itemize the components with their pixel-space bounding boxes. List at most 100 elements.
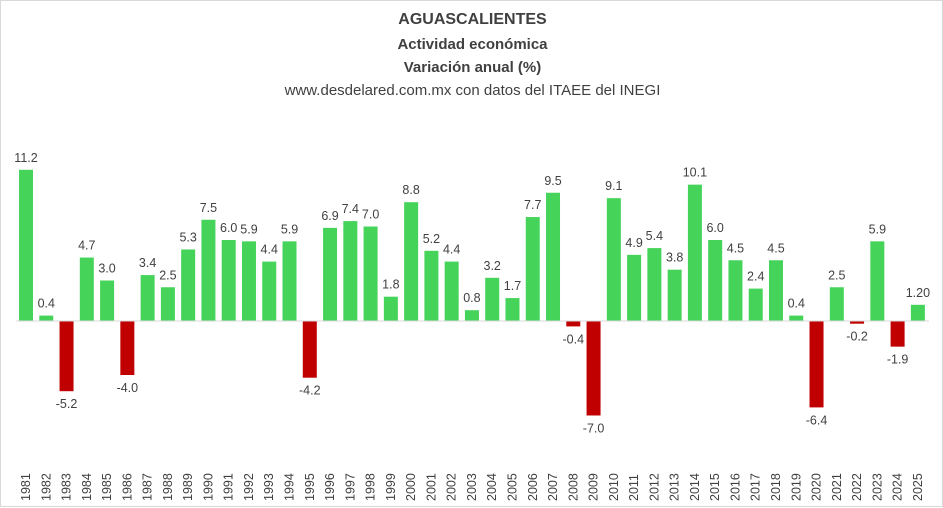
bar-1991 (221, 240, 236, 321)
bar-1996 (323, 227, 338, 321)
bar-2014 (687, 184, 702, 321)
data-label-2018: 4.5 (767, 241, 784, 255)
bar-2013 (667, 269, 682, 321)
x-tick-1989: 1989 (181, 473, 195, 501)
bar-2011 (627, 254, 642, 321)
bar-1998 (363, 226, 378, 321)
data-label-1992: 5.9 (240, 222, 257, 236)
x-tick-2002: 2002 (445, 473, 459, 501)
x-tick-1992: 1992 (242, 473, 256, 501)
bar-2015 (708, 240, 723, 321)
data-label-2025: 1.20 (906, 286, 930, 300)
data-label-2008: -0.4 (563, 332, 585, 346)
bar-1982 (39, 315, 54, 321)
data-label-1990: 7.5 (200, 201, 217, 215)
bar-2002 (444, 261, 459, 321)
data-label-1982: 0.4 (38, 297, 55, 311)
x-tick-1991: 1991 (222, 473, 236, 501)
x-tick-1981: 1981 (19, 473, 33, 501)
bar-1999 (383, 296, 398, 321)
data-label-2001: 5.2 (423, 232, 440, 246)
bar-2005 (505, 298, 520, 321)
data-label-2003: 0.8 (463, 291, 480, 305)
x-tick-1982: 1982 (39, 473, 53, 501)
x-tick-2023: 2023 (870, 473, 884, 501)
x-tick-2018: 2018 (769, 473, 783, 501)
data-label-2014: 10.1 (683, 166, 707, 180)
bar-2012 (647, 248, 662, 321)
x-tick-1985: 1985 (100, 473, 114, 501)
data-label-1997: 7.4 (342, 202, 359, 216)
x-tick-2001: 2001 (424, 473, 438, 501)
bar-1985 (100, 280, 115, 321)
x-tick-2014: 2014 (688, 473, 702, 501)
x-tick-2025: 2025 (911, 473, 925, 501)
data-label-1983: -5.2 (56, 397, 78, 411)
bar-1994 (282, 241, 297, 321)
data-label-2005: 1.7 (504, 279, 521, 293)
data-label-2002: 4.4 (443, 243, 460, 257)
x-tick-2016: 2016 (728, 473, 742, 501)
data-label-1984: 4.7 (78, 239, 95, 253)
x-tick-2019: 2019 (789, 473, 803, 501)
bar-1981 (19, 169, 33, 321)
bar-2023 (870, 241, 885, 321)
bar-2021 (829, 287, 844, 321)
x-tick-2012: 2012 (647, 473, 661, 501)
data-label-2017: 2.4 (747, 270, 764, 284)
data-label-1989: 5.3 (179, 230, 196, 244)
x-tick-1994: 1994 (283, 473, 297, 501)
bar-1984 (79, 257, 94, 321)
x-tick-1986: 1986 (120, 473, 134, 501)
x-tick-2006: 2006 (526, 473, 540, 501)
data-label-1993: 4.4 (261, 243, 278, 257)
bar-2017 (748, 288, 763, 321)
x-tick-2000: 2000 (404, 473, 418, 501)
data-label-1991: 6.0 (220, 221, 237, 235)
data-label-1987: 3.4 (139, 256, 156, 270)
x-tick-1993: 1993 (262, 473, 276, 501)
data-label-1981: 11.2 (14, 151, 37, 165)
x-tick-1990: 1990 (201, 473, 215, 501)
bar-2022 (850, 321, 865, 324)
data-label-2007: 9.5 (544, 174, 561, 188)
data-label-2019: 0.4 (788, 297, 805, 311)
data-label-2015: 6.0 (706, 221, 723, 235)
x-tick-1995: 1995 (303, 473, 317, 501)
x-tick-2015: 2015 (708, 473, 722, 501)
x-tick-1998: 1998 (364, 473, 378, 501)
bar-2001 (424, 250, 439, 321)
bar-2009 (586, 321, 601, 416)
bar-1992 (241, 241, 256, 321)
bar-2024 (890, 321, 905, 347)
x-tick-1999: 1999 (384, 473, 398, 501)
data-label-2012: 5.4 (646, 229, 663, 243)
data-label-2022: -0.2 (846, 330, 868, 344)
bar-2016 (728, 260, 743, 321)
bar-2006 (525, 217, 540, 321)
bar-2004 (485, 277, 500, 321)
x-tick-1988: 1988 (161, 473, 175, 501)
x-tick-1996: 1996 (323, 473, 337, 501)
data-label-2000: 8.8 (402, 183, 419, 197)
x-tick-2005: 2005 (505, 473, 519, 501)
x-tick-2021: 2021 (830, 473, 844, 501)
data-label-1988: 2.5 (159, 268, 176, 282)
data-label-2021: 2.5 (828, 268, 845, 282)
bar-2003 (464, 310, 479, 321)
x-tick-1997: 1997 (343, 473, 357, 501)
bar-2000 (404, 202, 419, 321)
bar-1989 (181, 249, 196, 321)
data-label-2013: 3.8 (666, 251, 683, 265)
x-tick-2017: 2017 (749, 473, 763, 501)
x-tick-2010: 2010 (607, 473, 621, 501)
data-label-2006: 7.7 (524, 198, 541, 212)
data-label-1995: -4.2 (299, 384, 321, 398)
data-label-1996: 6.9 (321, 209, 338, 223)
x-tick-2011: 2011 (627, 474, 641, 501)
bar-2025 (910, 304, 925, 321)
data-label-2020: -6.4 (806, 413, 828, 427)
data-label-1985: 3.0 (98, 262, 115, 276)
